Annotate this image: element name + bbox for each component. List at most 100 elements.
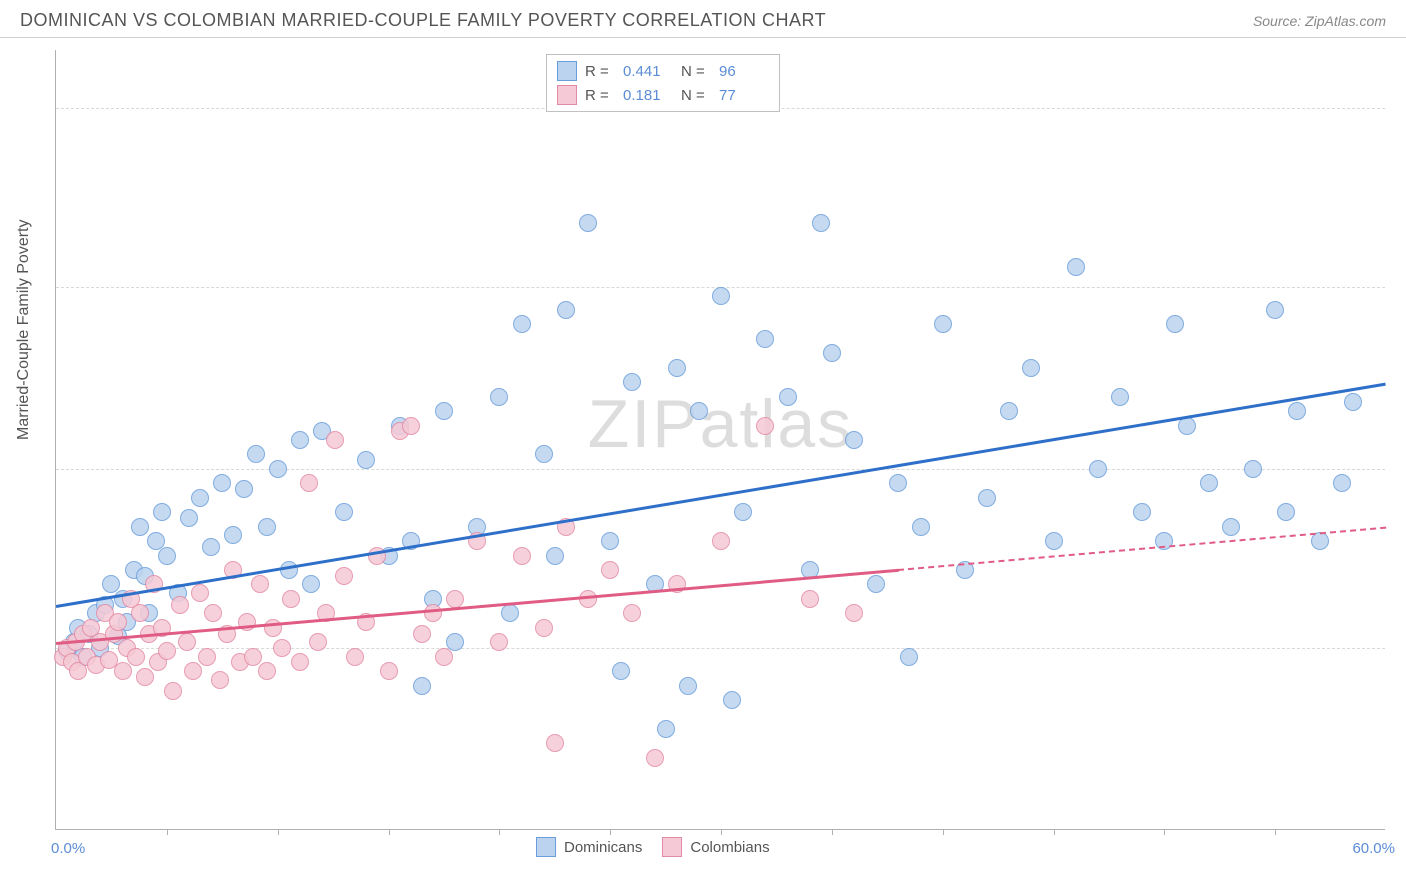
data-point (978, 489, 996, 507)
data-point (114, 662, 132, 680)
data-point (213, 474, 231, 492)
data-point (109, 613, 127, 631)
data-point (712, 287, 730, 305)
legend-n-value: 96 (719, 63, 769, 80)
x-tick-mark (499, 829, 500, 835)
data-point (823, 344, 841, 362)
x-tick-mark (943, 829, 944, 835)
trend-line-dashed (898, 527, 1386, 571)
legend-stats-row: R =0.181N =77 (553, 83, 773, 107)
x-end-label: 60.0% (1352, 840, 1395, 857)
legend-series: Dominicans Colombians (536, 837, 770, 857)
x-tick-mark (278, 829, 279, 835)
y-tick-label: 6.3% (1390, 638, 1406, 655)
data-point (191, 489, 209, 507)
data-point (646, 749, 664, 767)
data-point (712, 532, 730, 550)
data-point (546, 547, 564, 565)
watermark: ZIPatlas (588, 385, 853, 463)
data-point (211, 671, 229, 689)
data-point (158, 642, 176, 660)
data-point (535, 619, 553, 637)
data-point (756, 417, 774, 435)
trend-line (56, 382, 1386, 607)
legend-stats: R =0.441N =96R =0.181N =77 (546, 54, 780, 112)
data-point (435, 648, 453, 666)
data-point (1166, 315, 1184, 333)
legend-r-value: 0.181 (623, 87, 673, 104)
data-point (734, 503, 752, 521)
data-point (127, 648, 145, 666)
plot-region: ZIPatlas 6.3%12.5%18.8%25.0%0.0%60.0%R =… (55, 50, 1385, 830)
data-point (291, 653, 309, 671)
legend-swatch (662, 837, 682, 857)
data-point (171, 596, 189, 614)
data-point (1089, 460, 1107, 478)
data-point (446, 590, 464, 608)
data-point (1111, 388, 1129, 406)
legend-r-label: R = (585, 63, 615, 80)
x-tick-mark (167, 829, 168, 835)
x-tick-mark (389, 829, 390, 835)
legend-series-label: Colombians (690, 839, 769, 856)
data-point (867, 575, 885, 593)
data-point (845, 431, 863, 449)
data-point (1277, 503, 1295, 521)
data-point (657, 720, 675, 738)
data-point (1222, 518, 1240, 536)
data-point (501, 604, 519, 622)
data-point (1288, 402, 1306, 420)
data-point (424, 604, 442, 622)
legend-series-item: Dominicans (536, 837, 642, 857)
data-point (258, 518, 276, 536)
data-point (413, 625, 431, 643)
data-point (413, 677, 431, 695)
data-point (934, 315, 952, 333)
legend-swatch (536, 837, 556, 857)
data-point (601, 532, 619, 550)
data-point (153, 503, 171, 521)
data-point (435, 402, 453, 420)
data-point (202, 538, 220, 556)
data-point (557, 301, 575, 319)
data-point (235, 480, 253, 498)
data-point (801, 590, 819, 608)
data-point (812, 214, 830, 232)
data-point (546, 734, 564, 752)
y-tick-label: 25.0% (1390, 98, 1406, 115)
x-tick-mark (1054, 829, 1055, 835)
data-point (131, 604, 149, 622)
data-point (326, 431, 344, 449)
data-point (273, 639, 291, 657)
data-point (244, 648, 262, 666)
legend-n-label: N = (681, 87, 711, 104)
data-point (184, 662, 202, 680)
data-point (204, 604, 222, 622)
x-tick-mark (832, 829, 833, 835)
data-point (291, 431, 309, 449)
chart-area: ZIPatlas 6.3%12.5%18.8%25.0%0.0%60.0%R =… (55, 50, 1385, 830)
data-point (247, 445, 265, 463)
data-point (164, 682, 182, 700)
data-point (679, 677, 697, 695)
data-point (1133, 503, 1151, 521)
data-point (513, 315, 531, 333)
data-point (191, 584, 209, 602)
data-point (612, 662, 630, 680)
data-point (513, 547, 531, 565)
data-point (912, 518, 930, 536)
legend-r-value: 0.441 (623, 63, 673, 80)
data-point (900, 648, 918, 666)
data-point (269, 460, 287, 478)
legend-n-value: 77 (719, 87, 769, 104)
data-point (889, 474, 907, 492)
data-point (490, 633, 508, 651)
y-axis-label: Married-Couple Family Poverty (15, 219, 33, 440)
data-point (690, 402, 708, 420)
data-point (158, 547, 176, 565)
data-point (756, 330, 774, 348)
data-point (1244, 460, 1262, 478)
legend-series-item: Colombians (662, 837, 769, 857)
data-point (579, 214, 597, 232)
data-point (623, 604, 641, 622)
